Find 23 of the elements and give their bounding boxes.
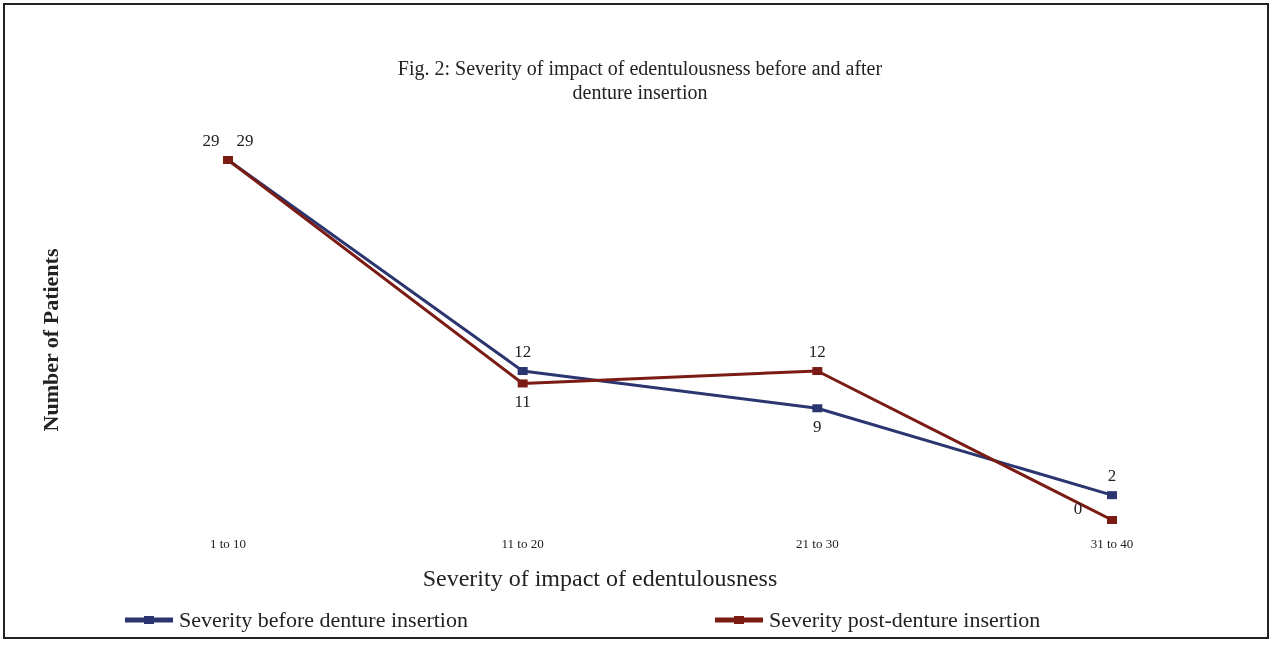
x-tick-label: 11 to 20 [501, 536, 544, 551]
x-axis-title: Severity of impact of edentulousness [422, 565, 778, 591]
data-label: 29 [202, 131, 220, 150]
legend-label: Severity before denture insertion [179, 607, 468, 632]
data-label: 29 [236, 131, 254, 150]
point [517, 379, 528, 388]
x-tick-label: 31 to 40 [1090, 536, 1134, 551]
legend-label: Severity post-denture insertion [769, 607, 1041, 632]
point [1107, 491, 1117, 500]
data-label: 9 [813, 417, 822, 437]
point [1107, 516, 1117, 524]
data-label: 12 [808, 342, 826, 362]
data-label: 0 [1073, 499, 1083, 518]
x-tick-label: 1 to 10 [209, 536, 247, 551]
data-label: 11 [514, 392, 531, 412]
point [812, 404, 823, 413]
y-axis-title: Number of Patients [38, 248, 63, 432]
point [517, 367, 528, 376]
data-label: 12 [514, 342, 532, 362]
data-label: 2 [1107, 466, 1117, 486]
x-tick-label: 21 to 30 [796, 536, 839, 551]
point [812, 367, 823, 376]
chart-title: Fig. 2: Severity of impact of edentulousness before and after denture insertion [397, 57, 883, 103]
